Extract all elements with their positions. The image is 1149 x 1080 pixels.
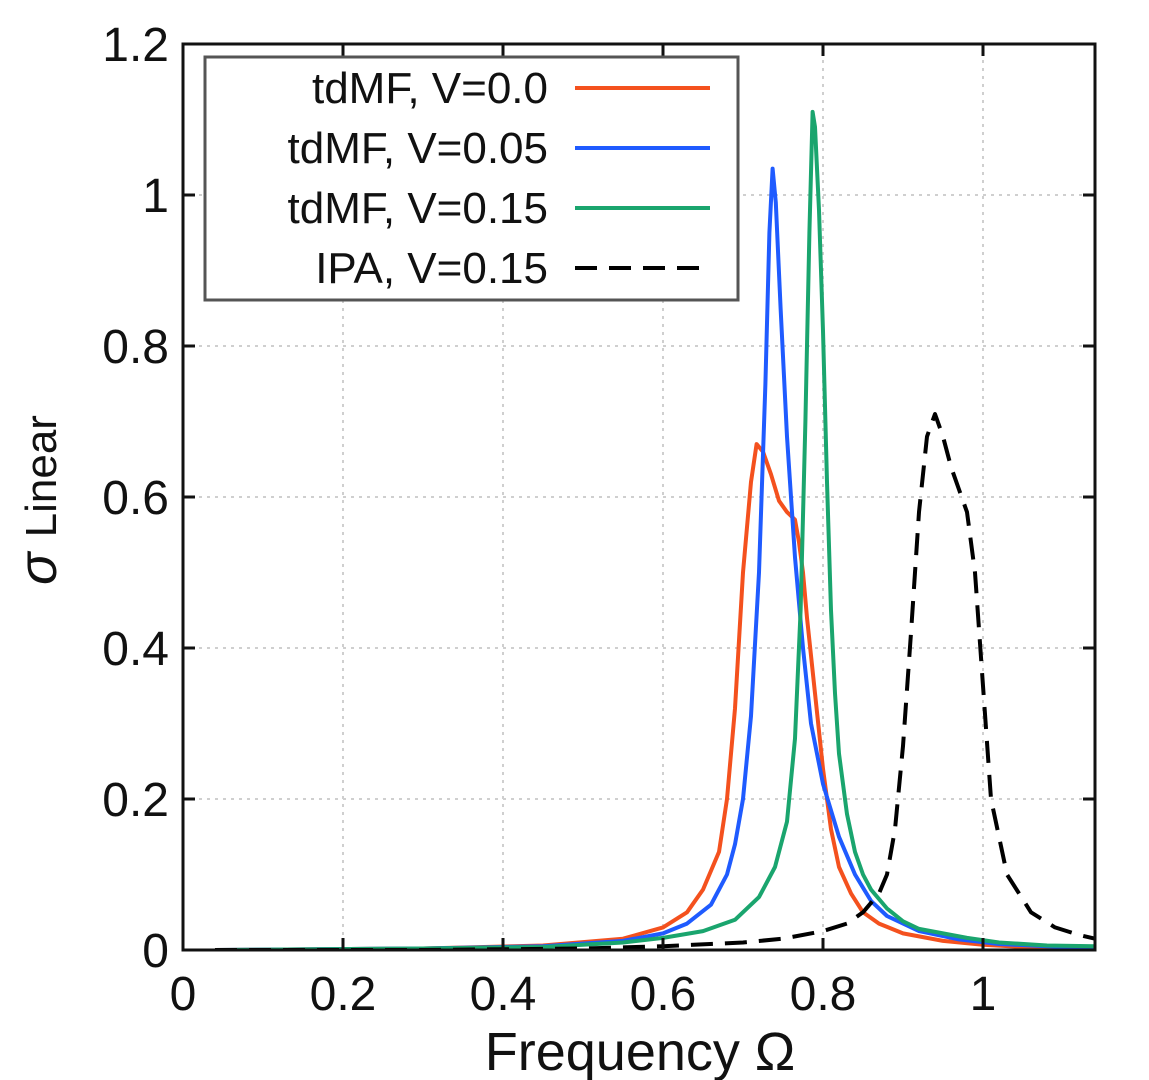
x-tick-label: 0.6 [630,968,697,1021]
svg-text:σ Linear: σ Linear [8,415,68,585]
axis-ticks: 0 0.2 0.4 0.6 0.8 1 0 0.2 0.4 0.6 0.8 1 1.2 [102,19,1095,1021]
series-layer [214,109,1095,950]
legend-label: IPA, V=0.15 [315,244,548,293]
x-tick-label: 0.8 [790,968,857,1021]
series-line-1 [214,442,1095,950]
x-axis-label: Frequency Ω [485,1022,796,1080]
legend: tdMF, V=0.0 tdMF, V=0.05 tdMF, V=0.15 IPA, … [203,55,740,302]
series-line-3 [214,109,1095,950]
y-axis-label-symbol: σ [8,550,68,585]
y-tick-label: 1.2 [102,19,169,72]
x-tick-label: 0.4 [470,968,537,1021]
legend-label: tdMF, V=0.05 [288,124,548,173]
y-tick-label: 0.4 [102,623,169,676]
y-tick-label: 0.2 [102,774,169,827]
x-tick-label: 1 [970,968,997,1021]
series-line-4 [215,412,1095,950]
x-tick-label: 0.2 [310,968,377,1021]
series-line-2 [214,166,1095,950]
y-axis-label-subscript: Linear [17,415,66,537]
y-axis-label: σ Linear [8,415,68,585]
y-tick-label: 1 [142,170,169,223]
y-tick-label: 0 [142,925,169,978]
legend-label: tdMF, V=0.0 [312,64,548,113]
legend-label: tdMF, V=0.15 [288,184,548,233]
y-tick-label: 0.8 [102,321,169,374]
y-tick-label: 0.6 [102,472,169,525]
legend-box [203,55,740,302]
x-tick-label: 0 [170,968,197,1021]
